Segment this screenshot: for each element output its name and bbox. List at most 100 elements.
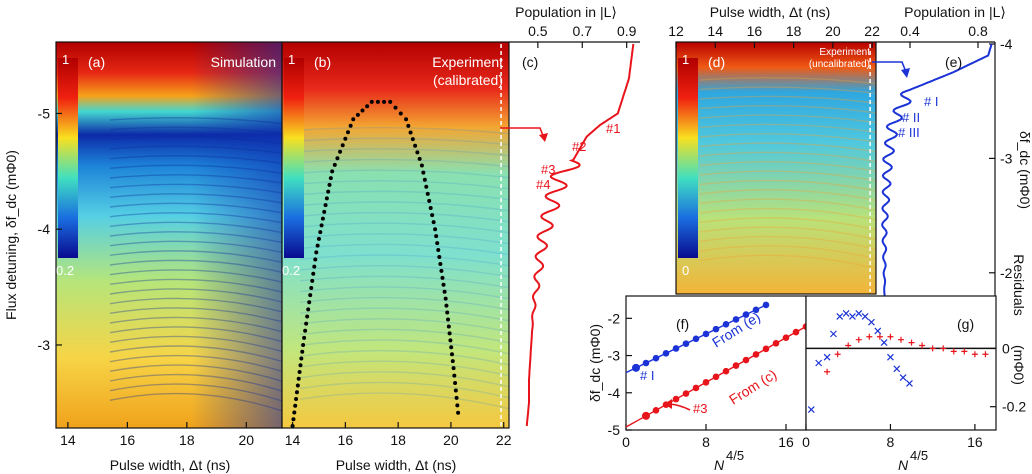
envelope-dot: [291, 417, 296, 422]
f-y-axis-title: δf_dc (mΦ0): [587, 324, 603, 402]
heatmap-fringe: [299, 318, 510, 333]
panel-b-colorbar: [284, 58, 304, 258]
envelope-dot: [292, 410, 297, 415]
heatmap-fringe: [109, 126, 283, 135]
panel-d-title-2: (uncalibrated): [809, 59, 870, 70]
heatmap-fringe: [109, 231, 283, 244]
panel-e-y-tick-label: -4: [1000, 36, 1013, 52]
envelope-dot: [424, 184, 429, 189]
g-x-axis-title: N: [898, 457, 909, 473]
panel-g-plus-marker: [950, 348, 957, 355]
panel-b-cbar-max: 1: [288, 52, 295, 67]
panel-d-x-tick-label: 12: [668, 23, 684, 39]
envelope-dot: [417, 156, 422, 161]
heatmap-fringe: [109, 326, 283, 343]
panel-f-point: [792, 328, 800, 336]
heatmap-fringe: [109, 174, 283, 184]
panel-a-cbar-max: 1: [62, 52, 69, 67]
panel-f-point: [682, 340, 690, 347]
panel-b-x-tick-label: 14: [285, 432, 301, 448]
envelope-dot: [445, 310, 450, 315]
panel-g-x-marker: [861, 312, 869, 320]
envelope-dot: [351, 117, 356, 122]
bottom-x-axis-title-a: Pulse width, Δt (ns): [110, 457, 231, 473]
panel-d-x-tick-label: 20: [825, 23, 841, 39]
envelope-dot: [345, 130, 350, 135]
envelope-dot: [298, 363, 303, 368]
panel-g-x-marker: [815, 359, 823, 367]
heatmap-fringe: [109, 221, 283, 234]
envelope-dot: [318, 230, 323, 235]
panel-g-plus-marker: [855, 336, 862, 343]
envelope-dot: [335, 156, 340, 161]
envelope-dot: [327, 182, 332, 187]
heatmap-fringe: [299, 180, 510, 190]
envelope-dot: [314, 250, 319, 255]
panel-a-y-tick-label: -3: [38, 337, 51, 353]
panel-g-x-marker: [880, 339, 888, 347]
panel-d-title-1: Experiment: [819, 47, 870, 58]
envelope-dot: [415, 150, 420, 155]
heatmap-fringe: [299, 381, 510, 399]
heatmap-fringe: [109, 250, 283, 263]
panel-a-ticks: 14 16 18 20 -5 -4 -3: [38, 105, 255, 448]
envelope-dot: [365, 104, 370, 109]
heatmap-fringe: [109, 259, 283, 273]
right-y-axis-title-g: Residuals: [1011, 254, 1027, 315]
envelope-dot: [449, 345, 454, 350]
envelope-dot: [433, 227, 438, 232]
envelope-dot: [297, 369, 302, 374]
panel-a-fringe-fade: [56, 42, 282, 428]
panel-a-fringes: [109, 117, 283, 412]
envelope-dot: [449, 352, 454, 357]
heatmap-fringe: [299, 349, 510, 366]
panel-d-frame: [675, 41, 877, 295]
heatmap-fringe: [109, 136, 283, 145]
heatmap-fringe: [299, 222, 510, 234]
panel-g-plus-marker: [887, 333, 894, 340]
panel-f-y-tick-label: -2: [608, 310, 621, 326]
envelope-dot: [434, 234, 439, 239]
panel-g-x-tick-label: 0: [802, 434, 810, 450]
panel-g-plus-marker: [845, 342, 852, 349]
envelope-dot: [304, 321, 309, 326]
panel-f-point: [642, 411, 650, 420]
panel-g-x-marker: [836, 312, 844, 320]
panel-f-x-tick-label: 8: [702, 434, 710, 450]
heatmap-fringe: [109, 212, 283, 224]
heatmap-fringe: [109, 193, 283, 204]
panel-f-point: [752, 351, 760, 358]
panel-d-x-tick-label: 14: [707, 23, 723, 39]
heatmap-fringe: [299, 286, 510, 300]
panel-f-x-tick-label: 0: [622, 434, 630, 450]
envelope-dot: [446, 317, 451, 322]
panel-e-annot-3: # III: [898, 125, 920, 140]
panel-f-annot-1: # I: [640, 368, 654, 383]
envelope-dot: [398, 111, 403, 116]
panel-b-ticks: 14 16 18 20 22: [285, 422, 512, 448]
panel-g-plus-marker: [982, 351, 989, 358]
envelope-dot: [453, 388, 458, 393]
panel-f-y-tick-label: -5: [608, 422, 621, 438]
panel-f-annot-3: #3: [693, 401, 707, 416]
panel-g-ticks: 0 8 16 0 -0.2: [802, 340, 1026, 450]
envelope-dot: [301, 342, 306, 347]
envelope-dot: [313, 257, 318, 262]
panel-d-cbar-max: 1: [682, 52, 689, 67]
panel-g: 0 8 16 0 -0.2 (g): [802, 295, 1026, 450]
panel-b-dotted-envelope: [290, 99, 461, 428]
envelope-dot: [338, 149, 343, 154]
envelope-dot: [451, 366, 456, 371]
panel-g-x-marker: [868, 318, 875, 326]
panel-g-x-marker: [849, 312, 856, 320]
panel-f-y-tick-label: -4: [608, 385, 621, 401]
panel-f-point: [672, 345, 680, 352]
heatmap-fringe: [299, 137, 510, 146]
heatmap-fringe: [699, 86, 877, 95]
envelope-dot: [328, 176, 333, 181]
panel-f-point: [732, 362, 740, 369]
panel-f-point: [782, 334, 790, 341]
panel-a: (a) Simulation 1 0.2 14 16 18 20 -5 -4 -3: [38, 41, 283, 448]
heatmap-fringe: [699, 77, 877, 85]
envelope-dot: [436, 248, 441, 253]
